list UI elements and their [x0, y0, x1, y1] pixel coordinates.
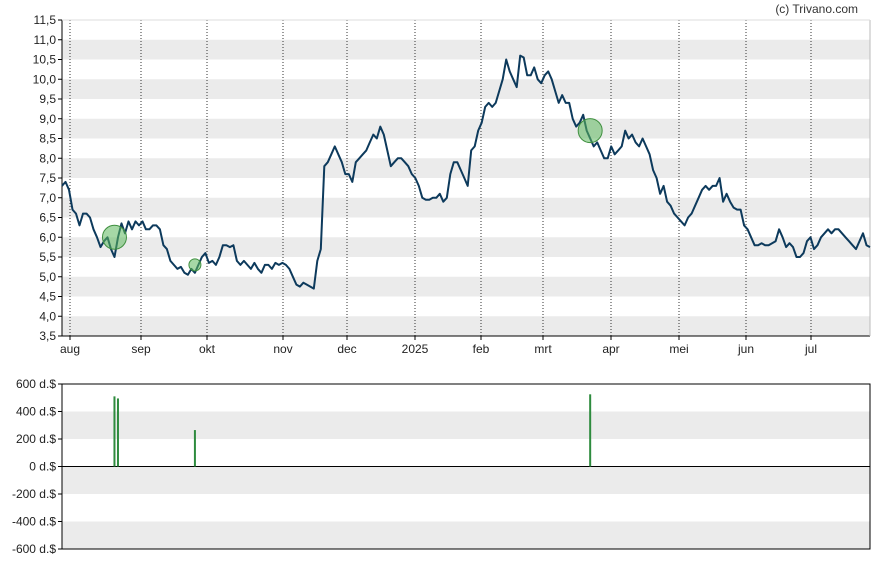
- price-band: [62, 79, 870, 99]
- y-tick-label: 5,0: [39, 270, 56, 284]
- price-band: [62, 316, 870, 336]
- y-tick-label: 600 d.$: [16, 377, 56, 391]
- trade-marker: [101, 224, 127, 250]
- y-tick-label: 3,5: [39, 329, 56, 343]
- credit-label: (c) Trivano.com: [775, 2, 858, 16]
- insider-trade-bar: [589, 394, 592, 467]
- y-tick-label: 6,0: [39, 230, 56, 244]
- x-tick-label: okt: [199, 342, 216, 356]
- price-band: [62, 158, 870, 178]
- insider-trade-bar: [116, 398, 119, 467]
- y-tick-label: 5,5: [39, 250, 56, 264]
- insider-trade-bar: [193, 430, 196, 467]
- y-tick-label: 8,5: [39, 132, 56, 146]
- price-chart-panel: aug sep okt nov dec 2025 feb mrt apr mei jun jul 3,5…: [33, 13, 871, 356]
- y-tick-label: 9,0: [39, 112, 56, 126]
- x-tick-label: dec: [337, 342, 356, 356]
- volume-frame: [61, 383, 871, 550]
- volume-band: [62, 521, 870, 549]
- y-tick-label: 10,0: [33, 72, 57, 86]
- insider-trade-bar: [113, 396, 116, 467]
- y-tick-label: 7,5: [39, 171, 56, 185]
- y-tick-label: 200 d.$: [16, 432, 56, 446]
- price-band: [62, 197, 870, 218]
- y-tick-label: -600 d.$: [12, 542, 56, 556]
- y-tick-label: 11,5: [34, 13, 57, 27]
- y-tick-label: 10,5: [33, 53, 57, 67]
- y-tick-label: -200 d.$: [12, 487, 56, 501]
- y-tick-label: 4,5: [39, 290, 56, 304]
- x-tick-label: feb: [473, 342, 490, 356]
- x-tick-label: jun: [737, 342, 754, 356]
- x-tick-label: jul: [804, 342, 817, 356]
- price-band: [62, 276, 870, 297]
- price-band: [62, 39, 870, 60]
- x-tick-label: aug: [60, 342, 80, 356]
- y-tick-label: 9,5: [39, 92, 56, 106]
- y-tick-label: 8,0: [39, 151, 56, 165]
- y-tick-label: 7,0: [39, 191, 56, 205]
- x-tick-label: apr: [602, 342, 619, 356]
- insider-trades-panel: 600 d.$ 400 d.$ 200 d.$ 0 d.$ -200 d.$ -400 d…: [12, 377, 871, 556]
- y-tick-label: 0 d.$: [29, 460, 56, 474]
- y-tick-label: 6,5: [39, 211, 56, 225]
- price-band: [62, 118, 870, 139]
- x-tick-label: mei: [669, 342, 688, 356]
- y-tick-label: 4,0: [39, 309, 56, 323]
- y-tick-label: 11,0: [34, 33, 57, 47]
- trade-marker: [188, 258, 202, 272]
- trade-marker: [577, 118, 603, 144]
- x-tick-label: sep: [131, 342, 151, 356]
- y-tick-label: -400 d.$: [12, 515, 56, 529]
- x-tick-label: 2025: [402, 342, 429, 356]
- price-band: [62, 237, 870, 257]
- volume-band: [62, 466, 870, 494]
- x-tick-label: nov: [273, 342, 292, 356]
- y-tick-label: 400 d.$: [16, 405, 56, 419]
- x-tick-label: mrt: [534, 342, 552, 356]
- volume-band: [62, 411, 870, 439]
